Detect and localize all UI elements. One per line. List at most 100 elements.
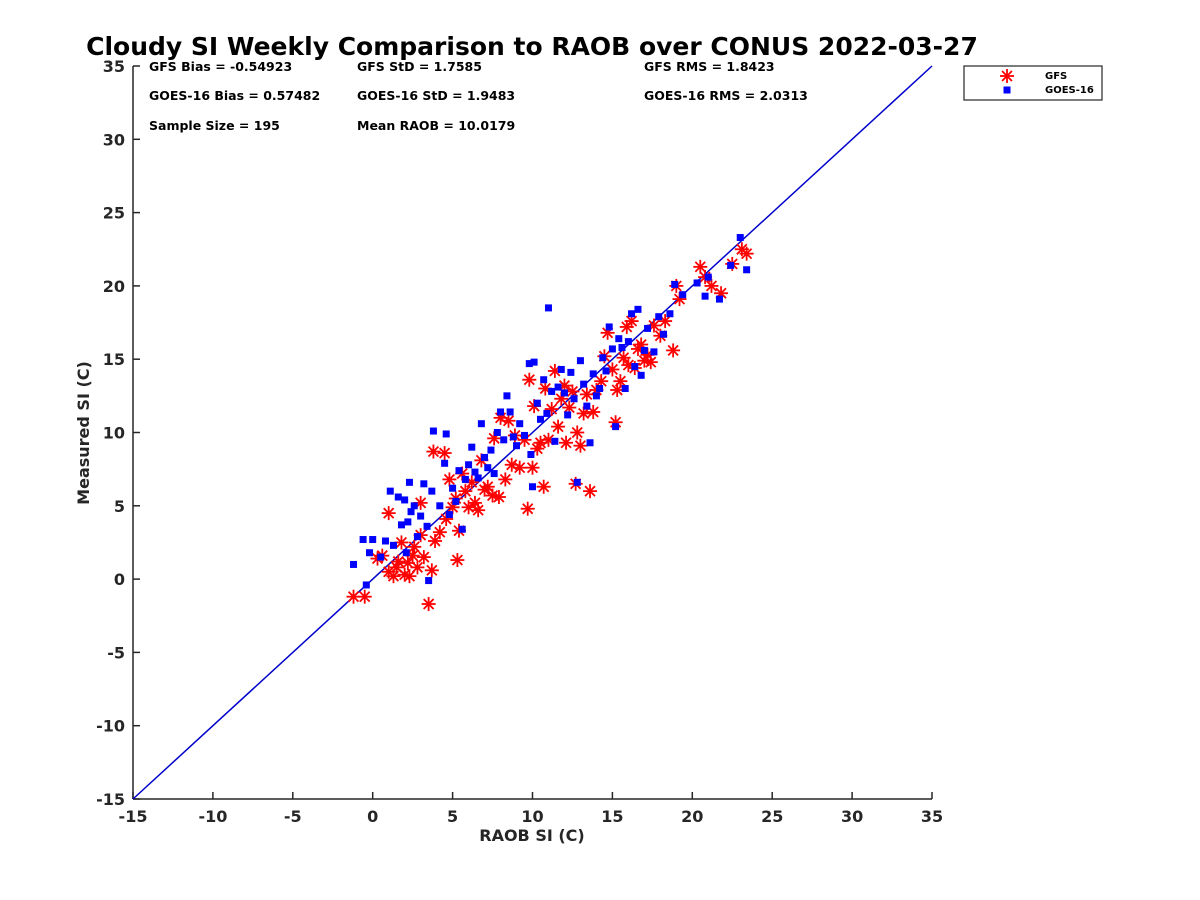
goes16-point xyxy=(679,291,687,299)
goes16-point xyxy=(513,442,521,450)
plot-area: -15 -10 -5 0 5 10 15 20 25 30 35 -15 -10 -5 0 5 10 15 20 25… xyxy=(96,57,943,826)
goes16-point xyxy=(521,431,529,439)
goes16-point xyxy=(445,511,453,519)
gfs-bias-stat: GFS Bias = -0.54923 xyxy=(149,59,292,74)
gfs-point xyxy=(402,569,417,584)
goes16-point xyxy=(394,493,402,501)
y-tick-label: -10 xyxy=(96,717,125,736)
gfs-point xyxy=(520,501,535,516)
goes16-point xyxy=(554,383,562,391)
goes16-point xyxy=(350,560,358,568)
goes-std-stat: GOES-16 StD = 1.9483 xyxy=(357,88,515,103)
sample-size-stat: Sample Size = 195 xyxy=(149,118,280,133)
one-to-one-line xyxy=(132,65,933,800)
gfs-point xyxy=(426,444,441,459)
gfs-point xyxy=(471,503,486,518)
goes16-point xyxy=(624,338,632,346)
gfs-point xyxy=(704,278,719,293)
goes16-point xyxy=(484,464,492,472)
goes16-point xyxy=(362,581,370,589)
goes16-point xyxy=(615,335,623,343)
goes16-point xyxy=(637,371,645,379)
gfs-point xyxy=(613,374,628,389)
mean-raob-stat: Mean RAOB = 10.0179 xyxy=(357,118,515,133)
goes16-point xyxy=(727,261,735,269)
gfs-point xyxy=(616,350,631,365)
gfs-point xyxy=(498,472,513,487)
gfs-point xyxy=(501,413,516,428)
goes-bias-stat: GOES-16 Bias = 0.57482 xyxy=(149,88,320,103)
goes16-point xyxy=(621,385,629,393)
goes16-point xyxy=(458,525,466,533)
goes16-point xyxy=(736,234,744,242)
goes16-point xyxy=(583,402,591,410)
gfs-point xyxy=(579,387,594,402)
y-tick-label: 10 xyxy=(103,424,125,443)
goes16-point xyxy=(442,430,450,438)
gfs-point xyxy=(693,259,708,274)
goes16-point xyxy=(660,330,668,338)
goes16-point xyxy=(401,496,409,504)
goes16-point xyxy=(701,292,709,300)
goes16-point xyxy=(381,537,389,545)
goes16-point xyxy=(474,474,482,482)
goes16-point xyxy=(506,408,514,416)
goes16-point xyxy=(503,392,511,400)
goes16-point xyxy=(407,508,415,516)
goes16-point xyxy=(455,467,463,475)
goes16-point xyxy=(452,497,460,505)
gfs-point xyxy=(437,446,452,461)
goes16-point xyxy=(540,376,548,384)
goes16-point xyxy=(634,305,642,313)
goes16-point xyxy=(397,521,405,529)
gfs-point xyxy=(573,438,588,453)
legend-goes-marker xyxy=(1003,86,1011,94)
legend-gfs-label: GFS xyxy=(1045,71,1067,82)
goes16-point xyxy=(671,280,679,288)
y-tick-label: 20 xyxy=(103,277,125,296)
goes-rms-stat: GOES-16 RMS = 2.0313 xyxy=(644,88,808,103)
x-tick-label: 30 xyxy=(841,807,863,826)
goes16-point xyxy=(386,487,394,495)
y-tick-label: -5 xyxy=(107,643,125,662)
goes16-point xyxy=(628,310,636,318)
gfs-point xyxy=(357,589,372,604)
goes16-point xyxy=(551,437,559,445)
gfs-point xyxy=(536,479,551,494)
gfs-point xyxy=(559,435,574,450)
goes16-point xyxy=(592,392,600,400)
gfs-point xyxy=(525,460,540,475)
gfs-point xyxy=(551,419,566,434)
goes16-point xyxy=(410,502,418,510)
goes16-point xyxy=(529,483,536,491)
axis-ticks: -15 -10 -5 0 5 10 15 20 25 30 35 -15 -10 -5 0 5 10 15 20 25… xyxy=(96,57,943,826)
goes16-point xyxy=(509,433,517,441)
goes16-point xyxy=(573,478,581,486)
goes16-point xyxy=(743,266,751,274)
goes16-point xyxy=(417,512,425,520)
gfs-point xyxy=(450,553,465,568)
goes16-point xyxy=(631,363,639,371)
x-tick-label: 20 xyxy=(681,807,703,826)
goes16-point xyxy=(369,536,377,544)
goes16-point xyxy=(471,468,479,476)
goes16-point xyxy=(423,522,431,530)
legend-box xyxy=(963,65,1103,101)
gfs-std-stat: GFS StD = 1.7585 xyxy=(357,59,482,74)
goes16-point xyxy=(560,389,568,397)
gfs-point xyxy=(491,490,506,505)
goes16-point xyxy=(580,380,588,388)
goes16-point xyxy=(599,354,607,362)
x-axis-label: RAOB SI (C) xyxy=(479,826,584,845)
goes16-point xyxy=(693,279,701,287)
goes16-point xyxy=(548,387,556,395)
legend-gfs-marker xyxy=(1000,69,1014,83)
goes16-point xyxy=(544,304,552,312)
gfs-point xyxy=(522,372,537,387)
x-tick-label: 0 xyxy=(367,807,378,826)
goes16-point xyxy=(543,409,551,417)
goes16-point xyxy=(602,367,610,375)
y-tick-label: 15 xyxy=(103,350,125,369)
goes16-point xyxy=(576,357,584,365)
legend-goes-square xyxy=(1003,86,1011,94)
